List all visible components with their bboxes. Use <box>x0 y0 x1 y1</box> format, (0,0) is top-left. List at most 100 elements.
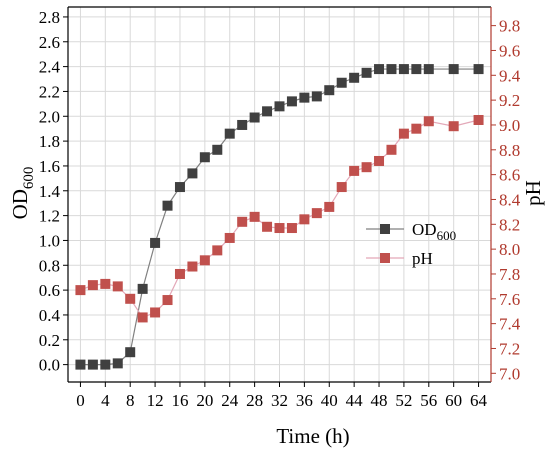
data-point-ph <box>237 216 248 227</box>
data-point-ph <box>299 214 310 225</box>
data-point-ph <box>349 165 360 176</box>
data-point-od600 <box>324 85 335 96</box>
data-point-od600 <box>299 92 310 103</box>
y-left-tick-label: 2.4 <box>39 58 61 77</box>
y-left-tick-label: 0.0 <box>39 356 60 375</box>
data-point-ph <box>423 116 434 127</box>
data-point-od600 <box>87 359 98 370</box>
svg-text:pH: pH <box>521 180 545 206</box>
y-right-tick-label: 7.8 <box>499 265 520 284</box>
data-point-ph <box>473 114 484 125</box>
legend-ph-label: pH <box>412 249 433 268</box>
y-left-tick-label: 2.0 <box>39 107 60 126</box>
y-right-tick-label: 9.8 <box>499 17 520 36</box>
x-tick-label: 32 <box>271 391 288 410</box>
data-point-ph <box>224 232 235 243</box>
x-tick-label: 8 <box>126 391 135 410</box>
legend: OD600 pH <box>366 220 456 268</box>
data-point-od600 <box>386 64 397 75</box>
y-left-tick-label: 2.6 <box>39 33 60 52</box>
x-tick-label: 28 <box>246 391 263 410</box>
data-point-od600 <box>150 237 161 248</box>
data-point-ph <box>112 281 123 292</box>
legend-od600-label-sub: 600 <box>437 228 457 243</box>
data-point-od600 <box>411 64 422 75</box>
y-left-tick-label: 1.2 <box>39 207 60 226</box>
data-point-ph <box>336 182 347 193</box>
x-tick-label: 20 <box>196 391 213 410</box>
x-tick-label: 64 <box>470 391 488 410</box>
data-point-ph <box>199 255 210 266</box>
data-point-ph <box>374 155 385 166</box>
data-point-ph <box>386 144 397 155</box>
data-point-ph <box>75 285 86 296</box>
y-right-tick-label: 7.0 <box>499 364 520 383</box>
data-point-ph <box>286 223 297 234</box>
data-point-od600 <box>249 112 260 123</box>
legend-od600-label-main: OD <box>412 220 437 239</box>
data-point-od600 <box>374 64 385 75</box>
data-point-od600 <box>237 119 248 130</box>
data-point-od600 <box>174 182 185 193</box>
data-point-od600 <box>100 359 111 370</box>
y-left-tick-label: 1.4 <box>39 182 61 201</box>
series-layer <box>75 64 484 370</box>
y-axis-left-title-main: OD <box>8 189 32 219</box>
data-point-od600 <box>473 64 484 75</box>
x-tick-label: 24 <box>221 391 239 410</box>
data-point-od600 <box>286 96 297 107</box>
data-point-od600 <box>349 72 360 83</box>
frame-layer <box>63 6 496 387</box>
x-axis-title: Time (h) <box>276 424 349 448</box>
data-point-od600 <box>423 64 434 75</box>
legend-od600-marker <box>380 224 390 234</box>
data-point-od600 <box>212 144 223 155</box>
x-tick-label: 56 <box>420 391 437 410</box>
legend-ph-marker <box>380 253 390 263</box>
data-point-ph <box>174 268 185 279</box>
legend-od600-label: OD600 <box>412 220 456 243</box>
data-point-od600 <box>125 347 136 358</box>
y-right-tick-label: 8.2 <box>499 215 520 234</box>
data-point-ph <box>262 221 273 232</box>
y-left-tick-label: 1.8 <box>39 132 60 151</box>
y-right-tick-label: 9.0 <box>499 116 520 135</box>
svg-text:OD600: OD600 <box>8 167 37 220</box>
data-point-ph <box>212 245 223 256</box>
y-right-tick-label: 9.4 <box>499 66 521 85</box>
y-axis-left-title: OD600 <box>8 167 37 220</box>
data-point-ph <box>324 201 335 212</box>
x-tick-label: 4 <box>101 391 110 410</box>
y-right-tick-label: 8.6 <box>499 166 520 185</box>
x-tick-label: 40 <box>321 391 338 410</box>
data-point-od600 <box>187 168 198 179</box>
y-right-tick-label: 8.4 <box>499 190 521 209</box>
data-point-ph <box>411 123 422 134</box>
y-right-tick-label: 7.6 <box>499 290 520 309</box>
data-point-ph <box>311 208 322 219</box>
data-point-od600 <box>137 283 148 294</box>
data-point-od600 <box>75 359 86 370</box>
data-point-ph <box>398 128 409 139</box>
x-tick-label: 36 <box>296 391 313 410</box>
x-tick-label: 44 <box>346 391 364 410</box>
data-point-od600 <box>336 77 347 88</box>
data-point-od600 <box>162 200 173 211</box>
data-point-od600 <box>361 67 372 78</box>
x-tick-label: 52 <box>395 391 412 410</box>
y-left-tick-label: 0.4 <box>39 306 61 325</box>
data-point-ph <box>249 211 260 222</box>
tick-label-layer: 0 4 8 12 16 20 24 28 32 36 40 44 48 52 56 60 640.00.20.4… <box>39 8 521 410</box>
data-point-od600 <box>224 128 235 139</box>
y-left-tick-label: 1.6 <box>39 157 60 176</box>
data-point-od600 <box>311 91 322 102</box>
data-point-ph <box>150 307 161 318</box>
y-left-tick-label: 2.2 <box>39 82 60 101</box>
y-right-tick-label: 7.4 <box>499 315 521 334</box>
data-point-ph <box>162 295 173 306</box>
x-tick-label: 0 <box>76 391 85 410</box>
data-point-ph <box>125 293 136 304</box>
y-right-tick-label: 8.0 <box>499 240 520 259</box>
y-right-tick-label: 8.8 <box>499 141 520 160</box>
